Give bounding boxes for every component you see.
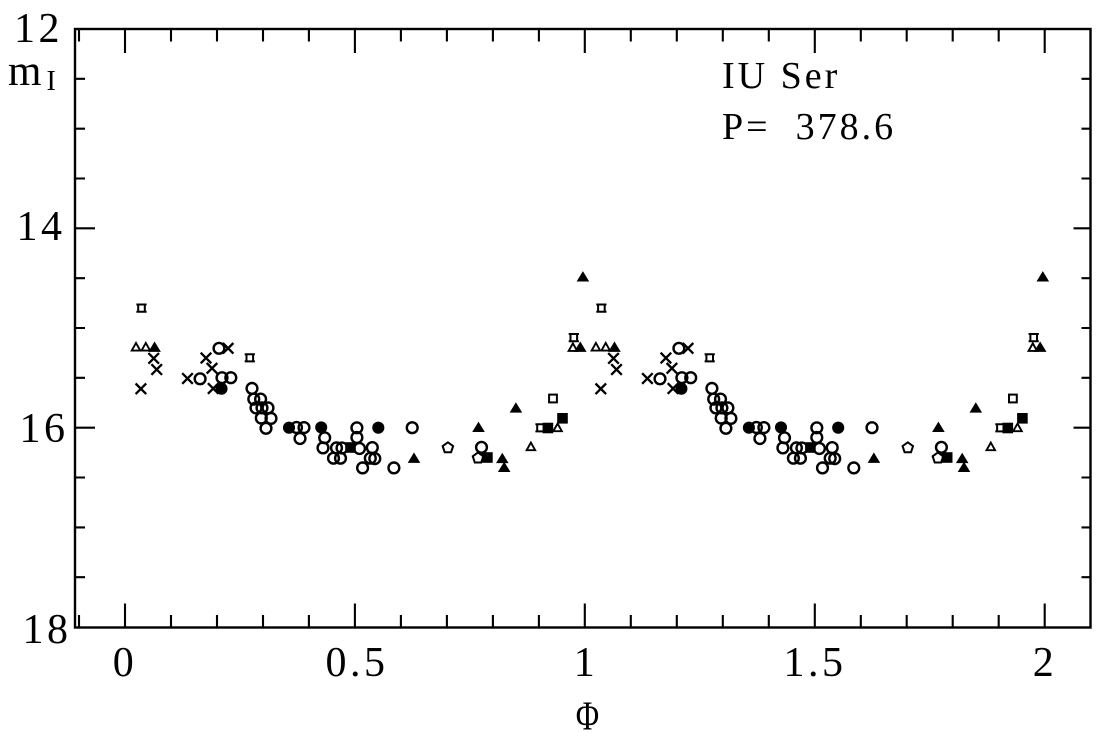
svg-text:1.5: 1.5 [784, 640, 847, 686]
svg-text:1: 1 [574, 640, 599, 686]
svg-text:P= 378.6: P= 378.6 [722, 106, 896, 148]
svg-text:14: 14 [17, 204, 66, 250]
svg-text:12: 12 [14, 6, 63, 52]
svg-text:0.5: 0.5 [326, 640, 389, 686]
svg-text:16: 16 [20, 406, 69, 452]
svg-text:18: 18 [23, 607, 72, 653]
svg-text:2: 2 [1033, 640, 1058, 686]
svg-text:IU Ser: IU Ser [722, 55, 840, 97]
svg-text:0: 0 [113, 640, 138, 686]
svg-text:Φ: Φ [576, 693, 599, 738]
